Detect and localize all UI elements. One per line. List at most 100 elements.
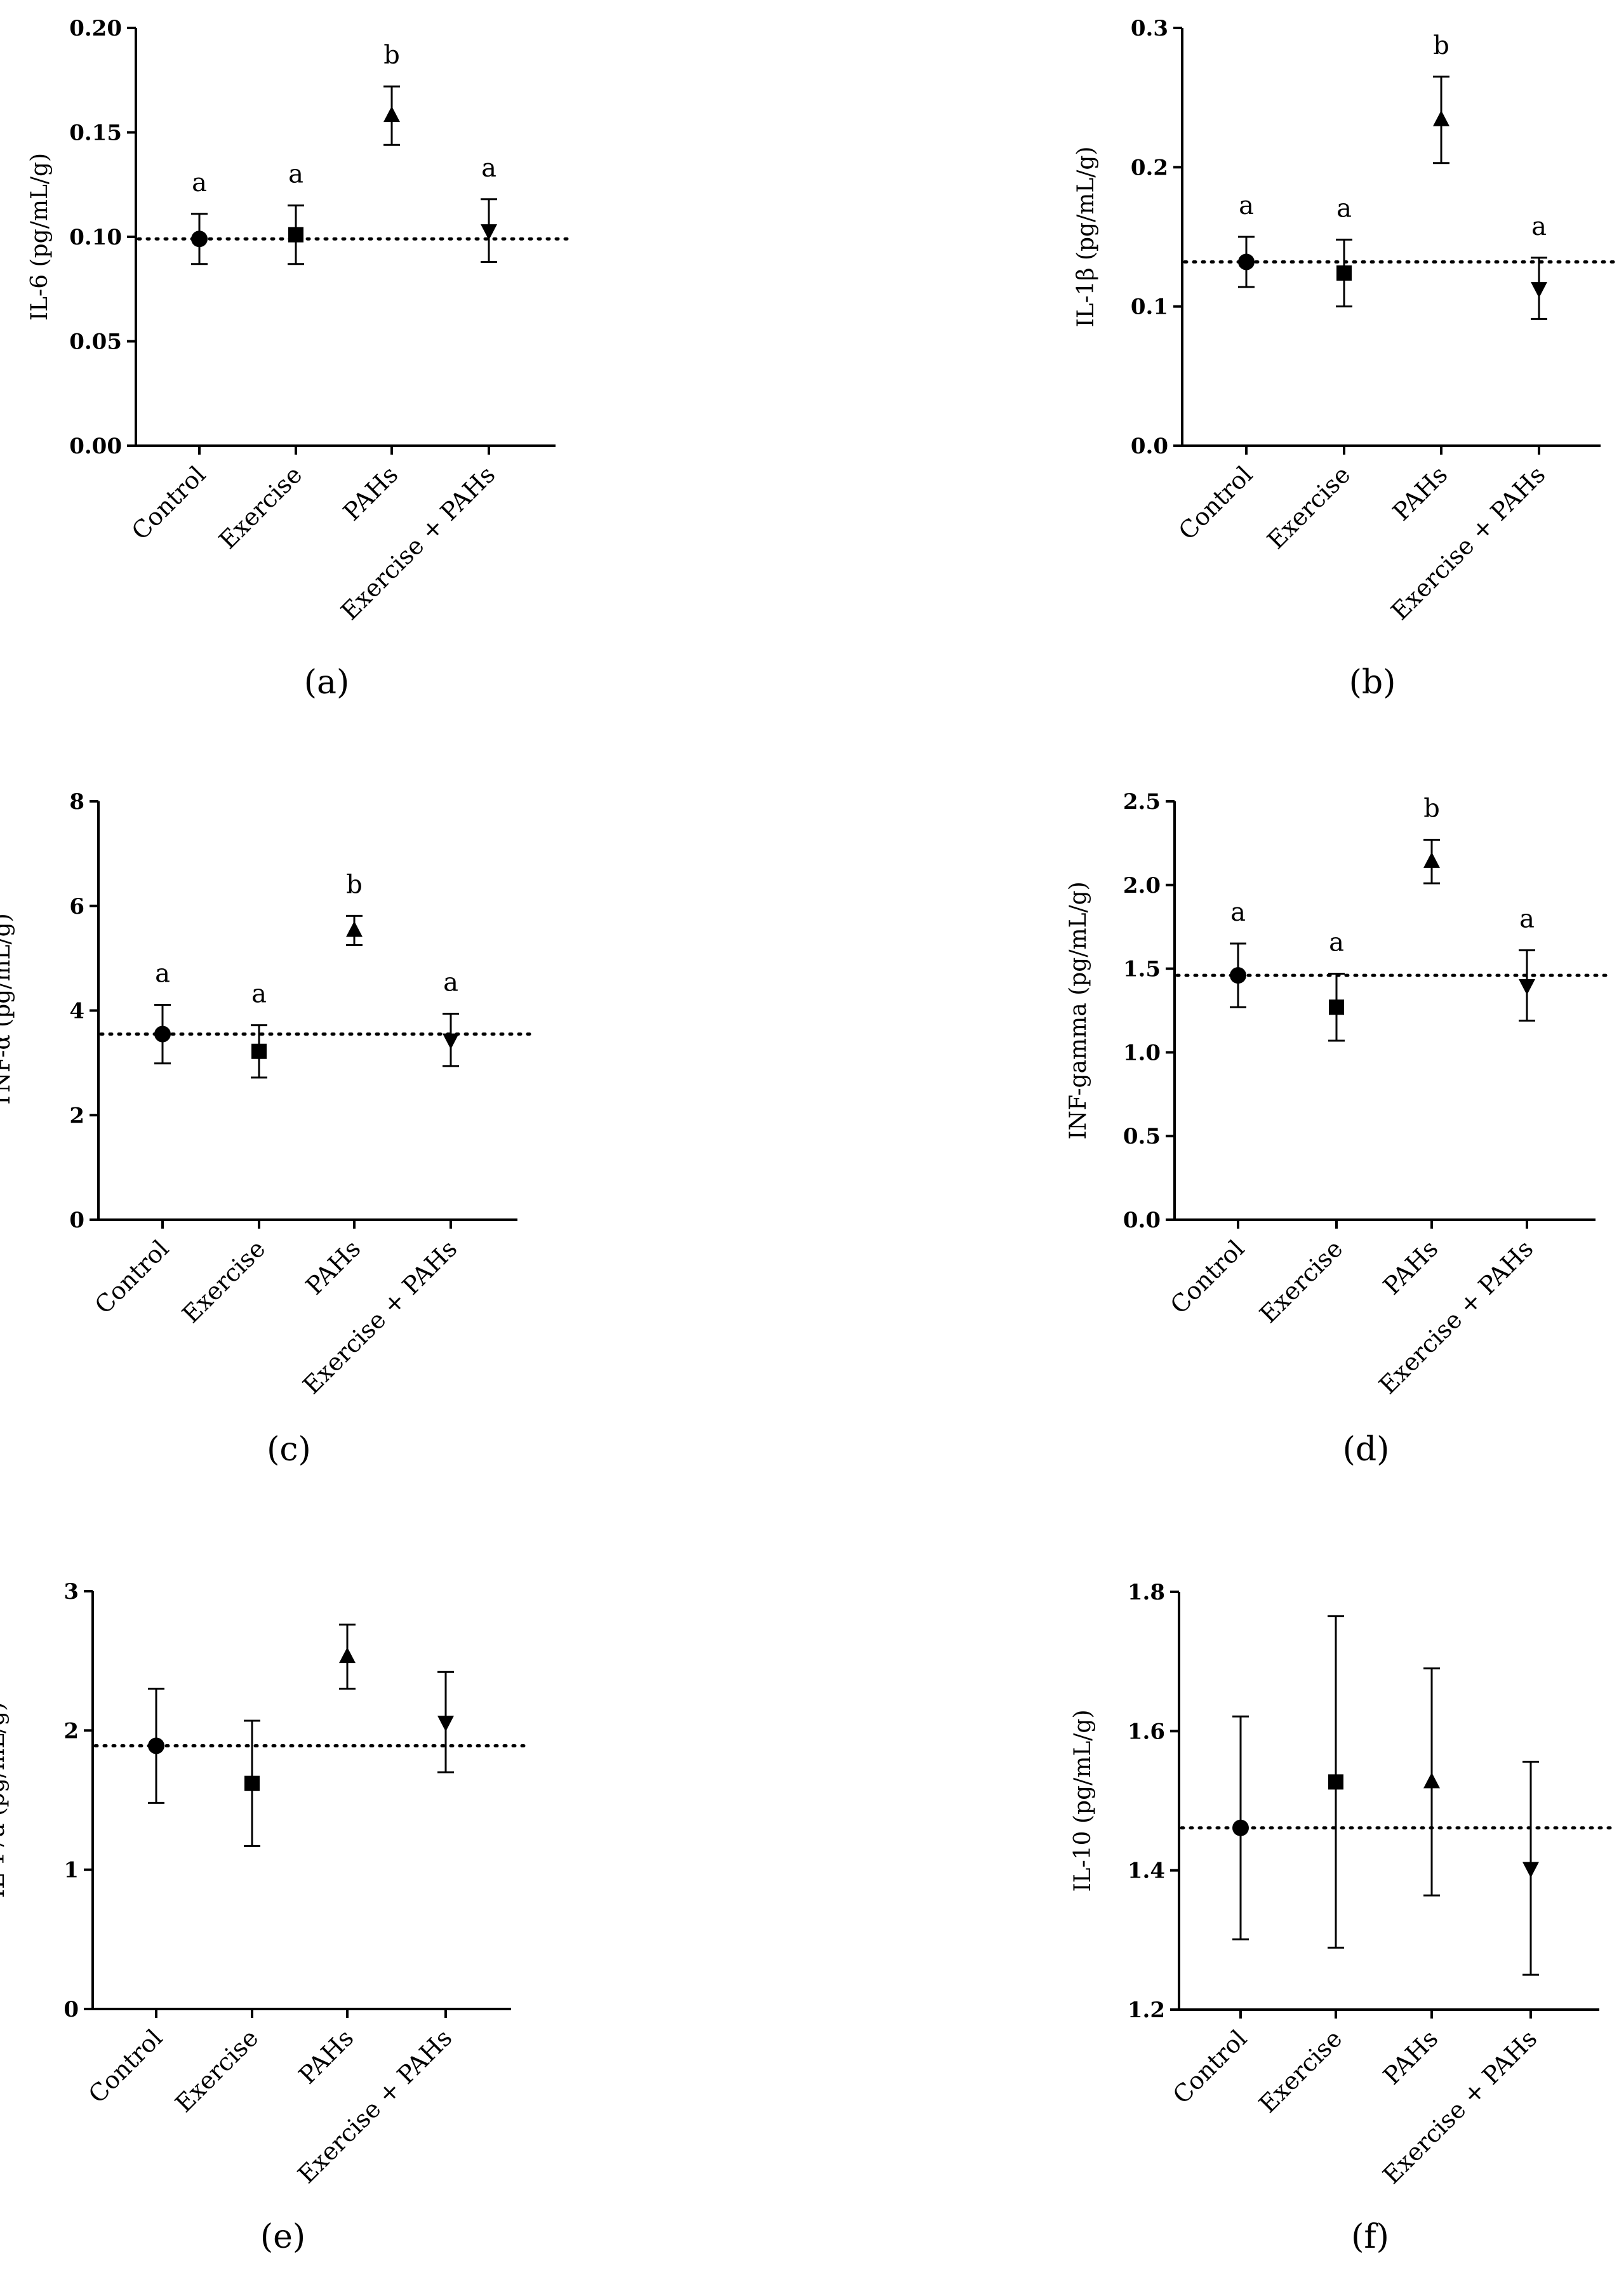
y-tick-label: 2.5: [1123, 789, 1161, 815]
y-tick-label: 0.0: [1123, 1208, 1161, 1233]
significance-letter: a: [1531, 212, 1547, 241]
significance-letter: a: [1230, 898, 1246, 927]
x-tick-label-control: Control: [1173, 460, 1258, 545]
x-tick-label-pahs: PAHs: [293, 2024, 359, 2089]
chart-panel-c: 0 2 4 6 8 TNF-α (pg/mL/g) a Control a Exercise b PA…: [0, 789, 532, 1469]
significance-letter: b: [383, 41, 400, 70]
significance-letter: a: [288, 160, 303, 189]
x-tick-label-exercise: Exercise: [1253, 2024, 1347, 2118]
y-tick-label: 6: [69, 894, 84, 919]
chart-panel-a: 0.00 0.05 0.10 0.15 0.20 IL-6 (pg/mL/g) a Contr…: [27, 16, 570, 702]
triangle-down-marker-exercise-pahs: [443, 1033, 459, 1050]
significance-letter: a: [1239, 191, 1254, 220]
x-tick-label-control: Control: [83, 2024, 168, 2109]
y-tick-label: 0.20: [69, 16, 122, 41]
square-marker-exercise: [244, 1775, 260, 1791]
y-tick-label: 1.8: [1128, 1580, 1165, 1605]
chart-panel-d: 0.0 0.5 1.0 1.5 2.0 2.5 INF-gamma (pg/mL/g) a Co…: [1065, 789, 1610, 1469]
panel-label-f: (f): [1351, 2218, 1389, 2256]
panel-label-d: (d): [1343, 1431, 1390, 1469]
significance-letter: a: [251, 980, 267, 1009]
x-tick-label-exercise: Exercise: [170, 2024, 263, 2118]
significance-letter: a: [481, 154, 496, 183]
significance-letter: a: [443, 968, 458, 997]
triangle-up-marker-pahs: [1433, 110, 1449, 126]
significance-letter: b: [346, 870, 363, 899]
triangle-up-marker-pahs: [346, 921, 363, 937]
x-tick-label-exercise: Exercise: [213, 460, 307, 554]
panel-label-b: (b): [1349, 664, 1396, 702]
circle-marker-control: [148, 1737, 164, 1754]
y-tick-label: 3: [63, 1579, 79, 1605]
x-tick-label-pahs: PAHs: [1378, 1234, 1443, 1300]
square-marker-exercise: [288, 227, 303, 243]
y-tick-label: 0.3: [1131, 16, 1168, 41]
y-axis-title: IL-6 (pg/mL/g): [27, 153, 53, 321]
circle-marker-control: [191, 230, 208, 248]
y-tick-label: 0.1: [1131, 295, 1168, 320]
triangle-up-marker-pahs: [339, 1647, 356, 1664]
y-tick-label: 1.6: [1128, 1719, 1165, 1744]
y-axis-title: INF-gamma (pg/mL/g): [1065, 881, 1091, 1139]
triangle-down-marker-exercise-pahs: [1522, 1862, 1539, 1878]
triangle-down-marker-exercise-pahs: [1531, 282, 1547, 298]
square-marker-exercise: [1328, 1774, 1343, 1790]
y-tick-label: 0: [69, 1208, 84, 1233]
significance-letter: a: [155, 959, 170, 988]
triangle-down-marker-exercise-pahs: [481, 224, 497, 241]
y-tick-label: 0.5: [1123, 1124, 1161, 1149]
x-tick-label-exercise: Exercise: [1262, 460, 1356, 554]
significance-letter: b: [1423, 794, 1440, 824]
significance-letter: a: [1329, 928, 1344, 958]
y-tick-label: 4: [69, 999, 84, 1024]
y-tick-label: 1.4: [1128, 1859, 1165, 1884]
y-tick-label: 1.0: [1123, 1040, 1161, 1065]
x-tick-label-pahs: PAHs: [338, 460, 403, 526]
y-tick-label: 0: [63, 1997, 79, 2022]
y-axis-title: TNF-α (pg/mL/g): [0, 913, 15, 1107]
y-tick-label: 0.05: [69, 330, 122, 355]
x-tick-label-pahs: PAHs: [1378, 2024, 1443, 2090]
circle-marker-control: [1238, 253, 1255, 270]
chart-panel-f: 1.2 1.4 1.6 1.8 IL-10 (pg/mL/g) Control Exerci…: [1070, 1580, 1614, 2256]
square-marker-exercise: [251, 1043, 267, 1059]
y-tick-label: 8: [69, 789, 84, 815]
y-tick-label: 2.0: [1123, 873, 1161, 898]
triangle-up-marker-pahs: [1423, 1772, 1440, 1789]
circle-marker-control: [1230, 967, 1246, 984]
significance-letter: a: [1519, 905, 1535, 934]
y-tick-label: 0.15: [69, 121, 122, 146]
triangle-up-marker-pahs: [383, 106, 400, 123]
x-tick-label-pahs: PAHs: [1387, 460, 1453, 526]
y-tick-label: 1.2: [1128, 1998, 1165, 2023]
y-tick-label: 2: [69, 1103, 84, 1128]
x-tick-label-control: Control: [126, 460, 211, 545]
panel-label-c: (c): [267, 1431, 311, 1469]
x-tick-label-control: Control: [1165, 1234, 1250, 1319]
x-tick-label-control: Control: [1168, 2024, 1253, 2109]
chart-panel-b: 0.0 0.1 0.2 0.3 IL-1β (pg/mL/g) a Control a Exer…: [1073, 16, 1615, 702]
panel-label-a: (a): [304, 664, 350, 702]
circle-marker-control: [154, 1025, 171, 1043]
panel-label-e: (e): [260, 2218, 305, 2256]
square-marker-exercise: [1329, 999, 1344, 1015]
y-tick-label: 0.0: [1131, 434, 1168, 459]
triangle-down-marker-exercise-pahs: [437, 1716, 454, 1732]
significance-letter: a: [1336, 194, 1352, 223]
x-tick-label-exercise: Exercise: [1254, 1234, 1348, 1328]
y-tick-label: 0.00: [69, 434, 122, 459]
x-tick-label-pahs: PAHs: [300, 1234, 366, 1300]
y-tick-label: 0.10: [69, 225, 122, 250]
y-tick-label: 0.2: [1131, 155, 1168, 180]
y-tick-label: 1.5: [1123, 957, 1161, 982]
y-axis-title: IL-1β (pg/mL/g): [1073, 147, 1099, 328]
triangle-up-marker-pahs: [1423, 851, 1440, 868]
square-marker-exercise: [1336, 265, 1352, 281]
significance-letter: b: [1433, 31, 1449, 60]
y-axis-title: IL-17a (pg/mL/g): [0, 1702, 10, 1899]
y-axis-title: IL-10 (pg/mL/g): [1070, 1709, 1096, 1892]
circle-marker-control: [1232, 1819, 1249, 1836]
triangle-down-marker-exercise-pahs: [1519, 978, 1535, 995]
significance-letter: a: [192, 168, 207, 197]
